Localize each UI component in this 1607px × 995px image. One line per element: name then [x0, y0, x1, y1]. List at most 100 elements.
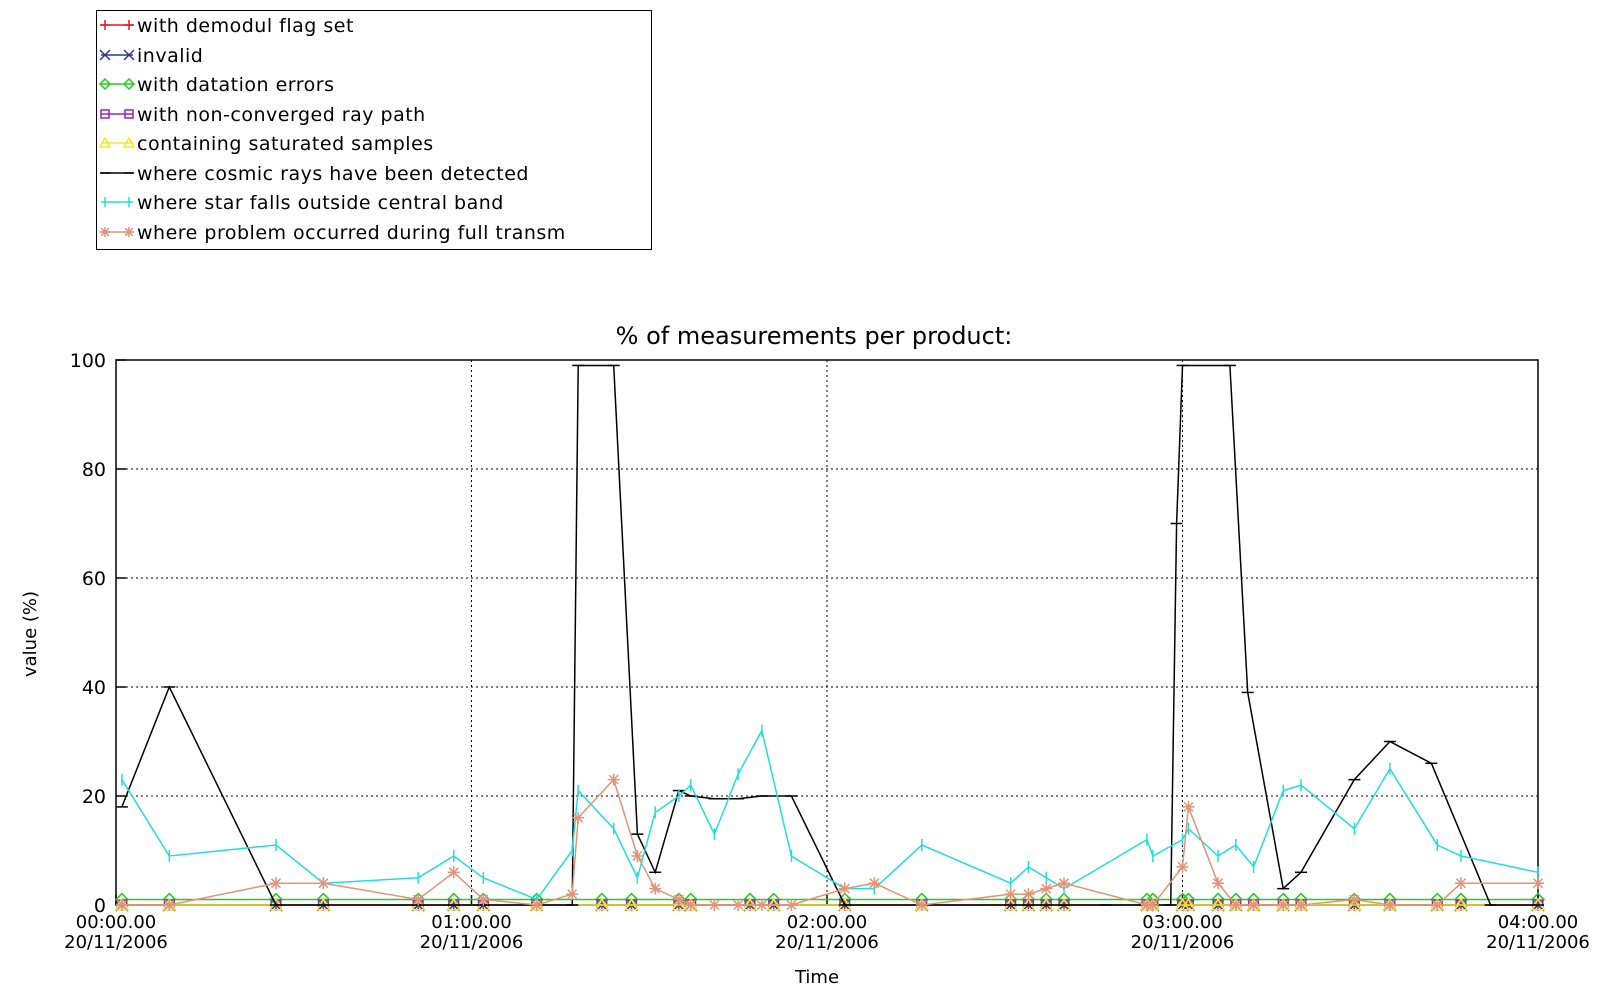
legend-swatch	[100, 171, 134, 174]
data-point-marker	[671, 897, 687, 911]
legend-swatch	[100, 108, 134, 119]
series-2	[114, 892, 1546, 907]
data-point-marker	[124, 108, 134, 119]
x-axis-label: Time	[794, 967, 839, 988]
legend-swatch	[100, 20, 134, 30]
line-chart: % of measurements per product: 0 20 40 60 80…	[20, 322, 1590, 988]
x-tick-label-date: 20/11/2006	[64, 932, 168, 953]
data-point-marker	[124, 226, 134, 237]
x-tick-label-date: 20/11/2006	[775, 932, 879, 953]
legend-label: with datation errors	[137, 74, 335, 96]
legend-item: with non-converged ray path	[97, 100, 651, 130]
data-point-marker	[1431, 899, 1444, 911]
series-layer	[114, 364, 1546, 912]
y-tick-label: 0	[94, 895, 106, 917]
x-tick-label-time: 00:00.00	[76, 912, 157, 933]
data-point-marker	[1348, 893, 1361, 906]
x-axis: 00:00.0020/11/200601:00.0020/11/200602:0…	[64, 895, 1590, 953]
y-axis-label: value (%)	[20, 591, 41, 677]
legend-item: with datation errors	[97, 70, 651, 100]
data-point-marker	[1454, 877, 1467, 890]
data-point-marker	[838, 882, 851, 895]
data-point-marker	[122, 136, 136, 148]
data-point-marker	[684, 899, 697, 911]
legend: with demodul flag set invalid with datatio…	[96, 10, 652, 250]
x-tick-label-time: 02:00.00	[787, 912, 868, 933]
legend-label: with non-converged ray path	[137, 103, 426, 126]
series-line	[121, 728, 1539, 901]
x-tick-label-time: 03:00.00	[1142, 912, 1223, 933]
series-6	[121, 724, 1539, 906]
data-point-marker	[868, 877, 881, 890]
legend-label: containing saturated samples	[137, 133, 434, 155]
legend-swatch	[98, 77, 136, 91]
series-line	[121, 364, 1538, 906]
data-point-marker	[631, 849, 644, 862]
data-point-marker	[1146, 899, 1159, 911]
data-point-marker	[1229, 899, 1242, 911]
data-point-marker	[572, 811, 585, 824]
data-point-marker	[649, 882, 662, 895]
data-point-marker	[1181, 897, 1196, 911]
data-point-marker	[447, 866, 460, 879]
y-axis: 0 20 40 60 80 100	[70, 350, 126, 917]
data-point-marker	[1022, 888, 1035, 901]
data-point-marker	[1347, 897, 1362, 911]
y-tick-label: 60	[82, 568, 106, 590]
legend-swatch	[99, 48, 135, 61]
data-point-marker	[708, 899, 721, 911]
data-point-marker	[1040, 882, 1053, 895]
data-point-marker	[1182, 800, 1195, 813]
y-tick-label: 100	[70, 350, 106, 372]
chart-title: % of measurements per product:	[616, 322, 1013, 350]
legend-item: containing saturated samples	[97, 129, 651, 159]
legend-item: invalid	[97, 41, 651, 71]
data-point-marker	[99, 48, 111, 61]
data-point-marker	[732, 899, 745, 911]
data-point-marker	[672, 893, 685, 906]
legend-label: where problem occurred during full trans…	[137, 221, 566, 244]
data-point-marker	[1247, 899, 1260, 911]
data-point-marker	[98, 136, 112, 148]
y-tick-label: 20	[82, 786, 106, 808]
legend-item: where star falls outside central band	[97, 188, 651, 218]
legend-swatch	[101, 197, 133, 207]
legend-item: with demodul flag set	[97, 11, 651, 41]
grid-lines	[116, 360, 1538, 905]
data-point-marker	[594, 897, 610, 911]
x-tick-label-time: 01:00.00	[431, 912, 512, 933]
data-point-marker	[98, 77, 112, 91]
data-point-marker	[607, 773, 620, 786]
legend-item: where cosmic rays have been detected	[97, 159, 651, 189]
data-point-marker	[1058, 877, 1070, 890]
legend-swatch	[100, 226, 134, 237]
x-tick-label-date: 20/11/2006	[420, 932, 524, 953]
data-point-marker	[530, 899, 543, 911]
series-line	[121, 778, 1538, 906]
legend-label: where star falls outside central band	[137, 192, 504, 214]
x-tick-label-date: 20/11/2006	[1131, 932, 1235, 953]
data-point-marker	[1383, 899, 1396, 911]
data-point-marker	[1210, 897, 1226, 911]
data-point-marker	[915, 899, 928, 911]
data-point-marker	[1295, 899, 1307, 911]
data-point-marker	[317, 877, 330, 890]
series-5	[115, 364, 1544, 906]
data-point-marker	[1453, 897, 1469, 911]
data-point-marker	[785, 899, 798, 911]
data-point-marker	[1212, 877, 1225, 890]
data-point-marker	[100, 108, 110, 119]
series-7	[115, 773, 1544, 911]
legend-label: where cosmic rays have been detected	[137, 162, 529, 185]
data-point-marker	[1532, 877, 1544, 890]
data-point-marker	[115, 899, 128, 911]
data-point-marker	[624, 897, 639, 911]
legend-item: where problem occurred during full trans…	[97, 218, 651, 248]
data-point-marker	[412, 893, 425, 906]
data-point-marker	[100, 20, 110, 30]
data-point-marker	[123, 48, 135, 61]
y-tick-label: 40	[82, 677, 106, 699]
data-point-marker	[1277, 899, 1290, 911]
y-tick-label: 80	[82, 459, 106, 481]
x-tick-label-date: 20/11/2006	[1486, 932, 1590, 953]
